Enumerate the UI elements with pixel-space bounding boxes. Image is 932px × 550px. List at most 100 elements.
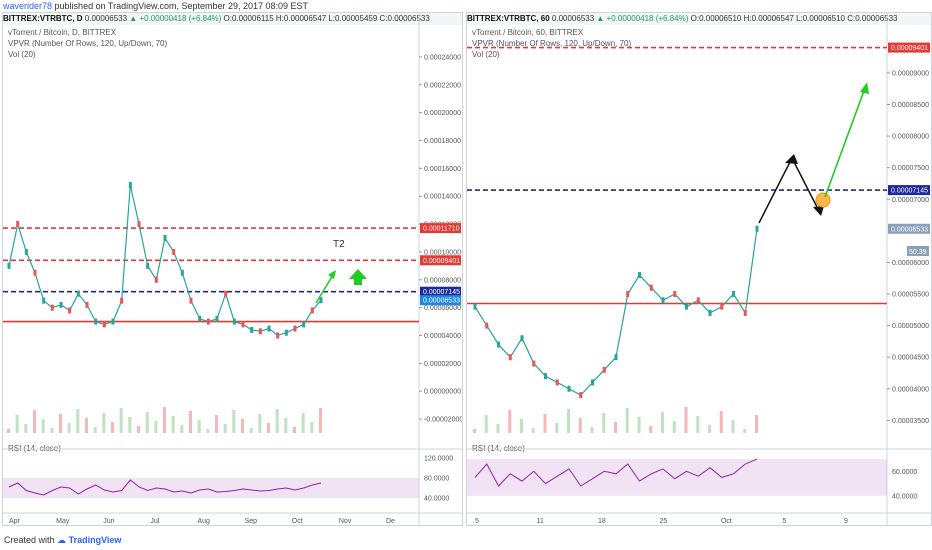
volume-bar (731, 420, 735, 433)
right-symbol: BITTREX:VTRBTC, 60 (467, 14, 550, 23)
footer-brand[interactable]: TradingView (68, 535, 122, 545)
price-candle (579, 392, 583, 399)
volume-bar (520, 419, 523, 433)
volume-bar (33, 410, 36, 433)
x-tick-label: 5 (782, 518, 786, 525)
price-tag-box (420, 286, 461, 297)
price-candle (520, 335, 524, 342)
right-legend-vpvr[interactable]: VPVR (Number Of Rows, 120, Up/Down, 70) (472, 39, 632, 48)
price-candle (319, 297, 323, 304)
y-tick-label: 0.00003500 (892, 418, 929, 425)
volume-bar (275, 409, 279, 433)
price-candle (685, 303, 688, 310)
author-link[interactable]: waverider78 (3, 1, 53, 11)
left-chart-canvas[interactable]: 0.00024000 0.00022000 0.00020000 0.00018000… (3, 13, 462, 525)
price-candle (172, 248, 176, 255)
price-candle (755, 225, 759, 232)
right-legend-vol[interactable]: Vol (20) (472, 50, 500, 59)
volume-bar (284, 418, 288, 433)
price-tag-box (888, 223, 930, 234)
volume-bar (267, 423, 270, 433)
volume-bar (93, 427, 97, 433)
y-tick-label: 0.00008000 (424, 277, 461, 284)
rsi-tick-label: 40.0000 (892, 493, 917, 500)
x-tick-label: Jul (150, 518, 159, 525)
price-candle (258, 328, 262, 335)
y-tick-label: -0.00002000 (424, 417, 462, 424)
x-tick-label: Aug (198, 518, 211, 525)
price-candle (293, 325, 297, 332)
volume-bar (258, 414, 262, 433)
price-candle (555, 379, 559, 386)
x-tick-label: Oct (721, 518, 732, 525)
y-tick-label: 0.00008500 (892, 102, 929, 109)
y-tick-label: 0.00005500 (892, 292, 929, 299)
price-candle (567, 385, 571, 392)
left-legend-vol[interactable]: Vol (20) (8, 50, 36, 59)
x-tick-label: Apr (9, 518, 21, 525)
price-candle (267, 325, 271, 332)
left-chart-panel[interactable]: BITTREX:VTRBTC, D 0.00006533 ▲ +0.000004… (2, 12, 463, 526)
y-tick-label: 0.00018000 (424, 138, 461, 145)
volume-bar (223, 424, 227, 433)
volume-bar (555, 423, 559, 433)
x-tick-label: Nov (339, 518, 352, 525)
price-candle (146, 262, 150, 269)
price-candle (614, 354, 618, 361)
volume-bar (590, 427, 594, 433)
footer: Created with ☁ TradingView (0, 530, 932, 550)
right-legend-series[interactable]: vTorrent / Bitcoin, 60, BITTREX (472, 28, 584, 37)
volume-bar (293, 427, 296, 433)
price-tag-label: 0.00007145 (423, 289, 460, 296)
volume-bar (15, 415, 19, 433)
volume-bar (708, 425, 711, 433)
price-candle (85, 301, 89, 308)
left-legend-vpvr[interactable]: VPVR (Number Of Rows, 120, Up/Down, 70) (8, 39, 168, 48)
right-chart-panel[interactable]: BITTREX:VTRBTC, 60 0.00006533 ▲ +0.00000… (466, 12, 932, 526)
price-candle (743, 309, 747, 316)
black-arrow-head (813, 206, 824, 216)
countdown-label: 50:39 (909, 249, 927, 256)
volume-bar (171, 416, 175, 433)
price-tag-box (420, 295, 461, 306)
price-candle (532, 360, 536, 367)
y-tick-label: 0.00014000 (424, 194, 461, 201)
volume-bar (637, 417, 641, 433)
price-candle (198, 315, 202, 322)
volume-bar (241, 419, 244, 433)
rsi-tick-label: 40.0000 (424, 496, 449, 503)
volume-bar (719, 411, 723, 433)
price-candle (68, 307, 72, 314)
left-legend-series[interactable]: vTorrent / Bitcoin, D, BITTREX (8, 28, 117, 37)
price-candle (215, 315, 219, 322)
left-ohlc: O:0.00006115 H:0.00006547 L:0.00005459 C… (223, 14, 430, 23)
tradingview-logo-icon: ☁ (57, 535, 67, 545)
price-candle (232, 318, 236, 325)
price-candle (661, 297, 665, 304)
price-candle (732, 291, 735, 298)
green-arrow-line (315, 274, 334, 304)
volume-bar (232, 410, 236, 433)
price-tag-label: 0.00009401 (891, 45, 928, 52)
price-series-line (474, 228, 758, 396)
price-candle (720, 303, 724, 310)
right-chart-canvas[interactable]: 0.00009000 0.00008500 0.00008000 0.00007500… (467, 13, 931, 525)
volume-bar (102, 413, 106, 433)
volume-bar (508, 410, 512, 433)
x-tick-label: Jun (103, 518, 114, 525)
volume-bar (578, 418, 582, 433)
price-tag-label: 0.00006533 (891, 226, 928, 233)
volume-bar (67, 423, 71, 433)
price-candle (241, 321, 245, 328)
black-arrow-head (785, 154, 798, 164)
volume-bar (119, 408, 123, 433)
volume-bar (215, 415, 218, 433)
volume-bar (319, 408, 322, 433)
right-ohlc: O:0.00006510 H:0.00006547 L:0.00006510 C… (690, 14, 898, 23)
y-tick-label: 0.00006000 (424, 305, 461, 312)
price-candle (120, 297, 124, 304)
y-tick-label: 0.00002000 (424, 361, 461, 368)
x-tick-label: 25 (659, 518, 667, 525)
up-arrow-icon: ▲ (129, 14, 138, 23)
green-arrow-head (860, 82, 869, 94)
